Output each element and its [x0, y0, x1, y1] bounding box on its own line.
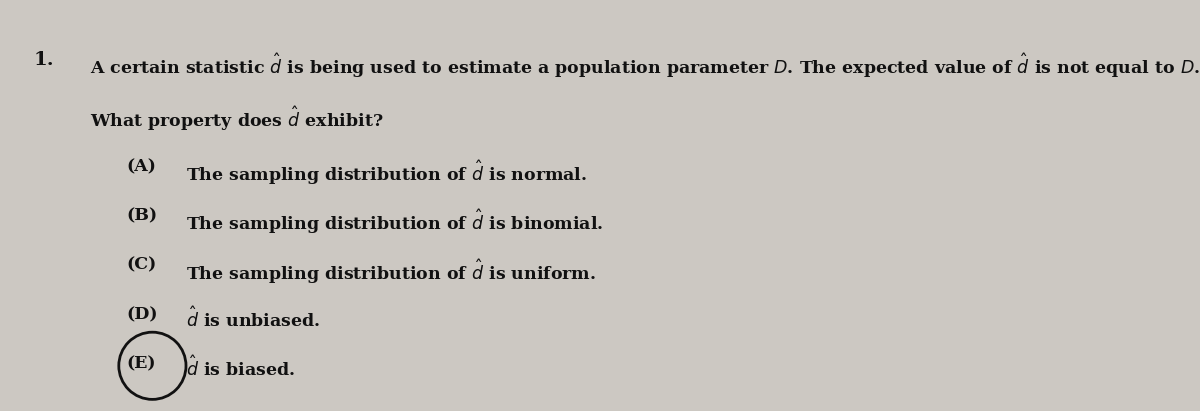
- Text: The sampling distribution of $\hat{d}$ is normal.: The sampling distribution of $\hat{d}$ i…: [186, 158, 587, 187]
- Text: The sampling distribution of $\hat{d}$ is binomial.: The sampling distribution of $\hat{d}$ i…: [186, 208, 604, 236]
- Text: (A): (A): [126, 158, 156, 175]
- Text: $\hat{d}$ is unbiased.: $\hat{d}$ is unbiased.: [186, 306, 320, 331]
- Text: (D): (D): [126, 306, 157, 323]
- Text: (E): (E): [126, 356, 156, 372]
- Text: (B): (B): [126, 208, 157, 224]
- Text: $\hat{d}$ is biased.: $\hat{d}$ is biased.: [186, 356, 295, 380]
- Text: A certain statistic $\hat{d}$ is being used to estimate a population parameter $: A certain statistic $\hat{d}$ is being u…: [90, 51, 1200, 80]
- Text: (C): (C): [126, 257, 156, 274]
- Text: The sampling distribution of $\hat{d}$ is uniform.: The sampling distribution of $\hat{d}$ i…: [186, 257, 596, 286]
- Text: What property does $\hat{d}$ exhibit?: What property does $\hat{d}$ exhibit?: [90, 105, 384, 134]
- Text: 1.: 1.: [34, 51, 54, 69]
